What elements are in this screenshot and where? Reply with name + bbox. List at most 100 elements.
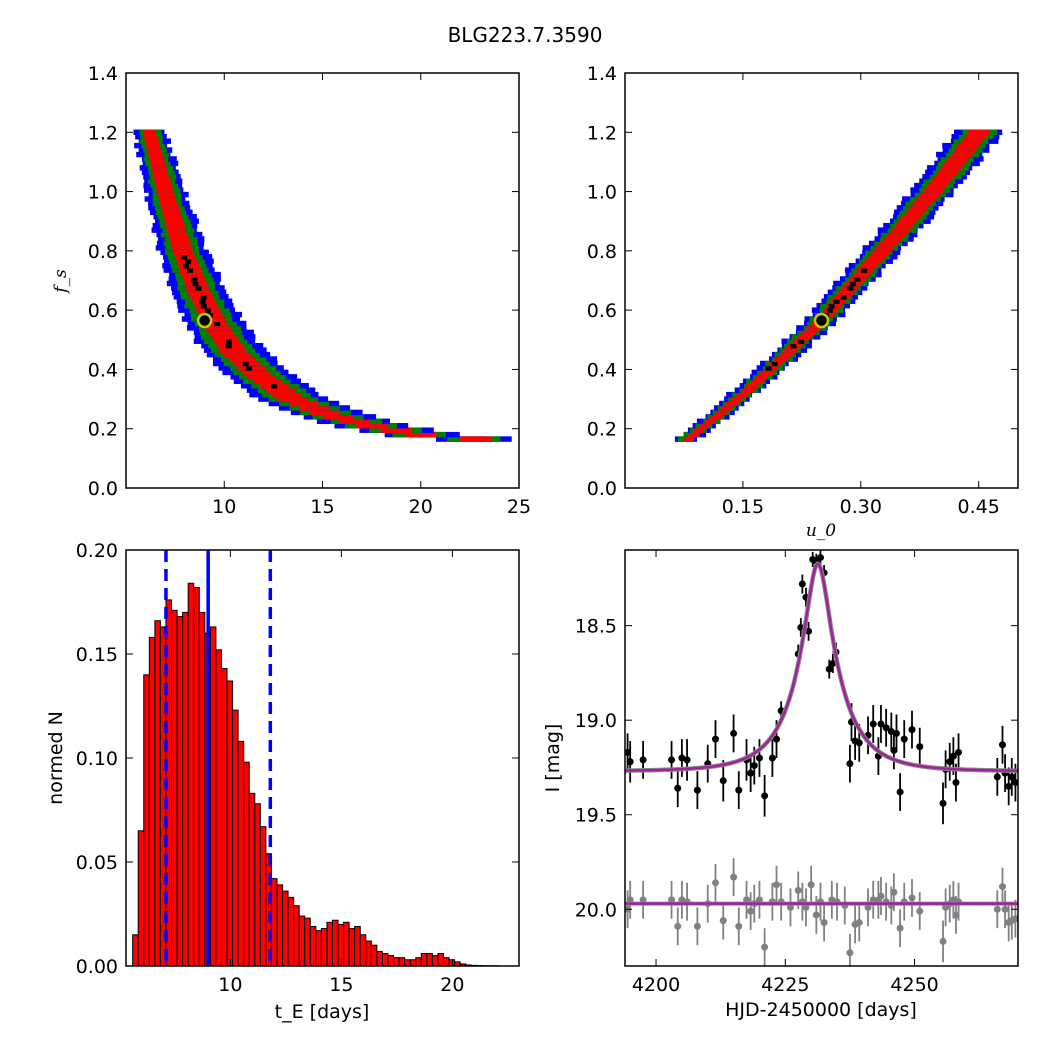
data-point [855, 739, 863, 747]
inner-contour-cell [905, 209, 925, 216]
y-tick-label: 0.6 [587, 300, 617, 322]
histogram-bar [437, 953, 445, 967]
inner-contour-cell [208, 329, 234, 336]
histogram-bar [254, 803, 261, 967]
inner-contour-cell [200, 316, 226, 322]
histogram-bar [309, 925, 317, 967]
inner-contour-cell [162, 209, 181, 216]
panel-fs-vs-u0: 0.15 0.30 0.45 0.0 0.2 0.4 0.6 0.8 1.0 1.2 1.4 u_0 [587, 63, 1019, 541]
histogram-bar [354, 925, 361, 967]
x-axis-label: HJD-2450000 [days] [725, 999, 917, 1021]
histogram-bar [298, 915, 306, 967]
histogram-bar [287, 896, 295, 967]
data-point [877, 720, 885, 728]
data-point [735, 922, 743, 930]
histogram-bar [443, 957, 450, 967]
inner-contour-cell [167, 227, 187, 233]
data-point [798, 580, 806, 588]
axis-ticks: 10 15 20 25 0.0 0.2 0.4 0.6 0.8 1.0 1.2 1.4 [88, 63, 531, 518]
histogram-bar [326, 921, 333, 967]
inner-contour-cell [852, 271, 869, 278]
inner-contour-cell [927, 182, 947, 189]
inner-contour-cell [937, 169, 958, 176]
data-point [773, 735, 781, 743]
inner-contour-cell [951, 151, 972, 158]
y-tick-label: 20.0 [575, 899, 617, 921]
core-cell [850, 280, 857, 287]
inner-contour-cell [720, 405, 732, 411]
histogram-bar [393, 957, 400, 967]
inner-contour-cell [144, 134, 158, 140]
data-point [877, 892, 885, 900]
data-point [900, 735, 908, 743]
histogram-bar [148, 636, 156, 967]
data-point [761, 792, 769, 800]
y-tick-label: 0.05 [76, 852, 118, 874]
y-tick-label: 1.0 [88, 182, 118, 204]
inner-contour-cell [947, 156, 969, 162]
y-tick-label: 0.15 [76, 644, 118, 666]
histogram-bar [304, 917, 311, 967]
data-point [730, 873, 738, 881]
data-point [626, 758, 634, 766]
inner-contour-cell [188, 289, 211, 296]
x-tick-label: 0.45 [958, 496, 1000, 518]
inner-contour-cell [272, 391, 302, 398]
histogram-bar [376, 950, 383, 967]
histogram-bar [215, 649, 222, 967]
data-point [693, 922, 701, 930]
data-point [743, 896, 751, 904]
data-point [794, 886, 802, 894]
data-point [890, 888, 898, 896]
inner-contour-cell [875, 245, 893, 251]
inner-contour-cell [778, 351, 792, 358]
panel-fs-vs-te: 10 15 20 25 0.0 0.2 0.4 0.6 0.8 1.0 1.2 1.4 f_s [51, 63, 531, 518]
inner-contour-cell [205, 325, 231, 331]
y-axis-label: f_s [51, 269, 71, 295]
core-cell [181, 254, 188, 260]
inner-contour-cell [380, 427, 412, 433]
inner-contour-cell [693, 427, 705, 433]
inner-contour-cell [774, 356, 788, 362]
histogram-bar [343, 921, 350, 967]
data-point [896, 924, 904, 932]
core-cell [186, 267, 193, 273]
histogram-bar [243, 761, 250, 967]
inner-contour-cell [902, 214, 921, 220]
histogram-bar [426, 953, 433, 967]
core-cell [798, 338, 805, 344]
histogram-bar [415, 957, 422, 967]
inner-contour-cell [736, 391, 748, 398]
data-point [869, 896, 877, 904]
data-point [768, 754, 776, 762]
data-point [1001, 905, 1009, 913]
data-point [773, 881, 781, 889]
histogram-bar [420, 953, 428, 967]
x-tick-label: 0.15 [722, 496, 764, 518]
data-point [882, 724, 890, 732]
axes-frame [624, 549, 1019, 967]
histogram-bar [209, 626, 217, 967]
core-cell [271, 383, 278, 389]
x-tick-label: 4225 [761, 974, 809, 996]
inner-contour-cell [156, 187, 174, 193]
x-tick-label: 4200 [632, 974, 680, 996]
inner-contour-cell [806, 325, 821, 331]
inner-contour-cell [871, 249, 889, 256]
inner-contour-cell [923, 187, 943, 193]
inner-contour-cell [224, 351, 251, 358]
data-point [993, 905, 1001, 913]
data-point [755, 896, 763, 904]
data-point [683, 756, 691, 764]
data-point [939, 799, 947, 807]
inner-contour-cell [967, 129, 990, 136]
y-tick-label: 1.2 [88, 122, 118, 144]
core-cell [185, 258, 192, 264]
histogram-bar [315, 930, 322, 967]
core-cell [183, 262, 190, 269]
core-cell [200, 302, 207, 309]
data-point [639, 896, 647, 904]
core-cell [771, 360, 778, 367]
histogram-bar [282, 890, 289, 967]
histogram-bar [398, 957, 406, 967]
